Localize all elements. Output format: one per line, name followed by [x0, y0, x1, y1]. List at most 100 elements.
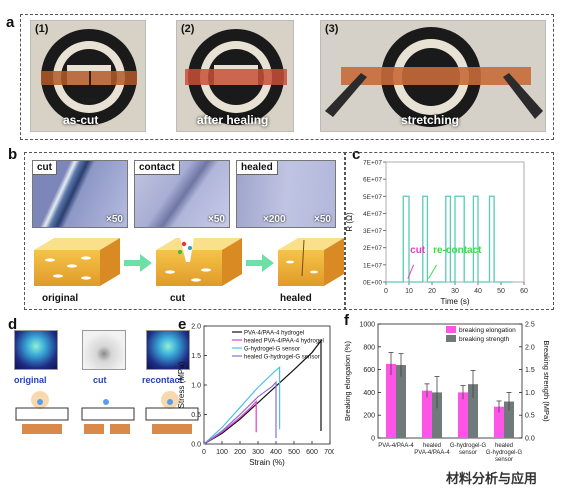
y2-tick-label: 0.5 — [525, 413, 535, 420]
circuit-cut — [81, 399, 135, 434]
arrow-icon — [246, 254, 274, 272]
circuit-original — [15, 391, 69, 434]
y-axis-label: Stress (MPa) — [177, 361, 186, 408]
x-tick-label: 30 — [451, 288, 459, 295]
arrow-icon — [124, 254, 152, 272]
y-tick-label: 0.0 — [191, 442, 201, 449]
x-tick-label: 50 — [497, 288, 505, 295]
bar — [396, 365, 406, 438]
photo-caption-3: stretching — [401, 113, 460, 127]
y-axis-label: Breaking elongation (%) — [343, 340, 352, 421]
panel-letter-a: a — [6, 14, 15, 31]
circuit-recontact — [145, 391, 199, 434]
photo-tag-2: (2) — [181, 23, 195, 35]
magnification-label: ×50 — [106, 214, 123, 225]
panel-letter-f: f — [344, 312, 349, 329]
y2-tick-label: 0.0 — [525, 436, 535, 443]
y2-tick-label: 2.5 — [525, 322, 535, 329]
legend-label: breaking elongation — [459, 327, 516, 334]
legend-swatch — [446, 326, 456, 333]
panel-b-frame — [24, 152, 346, 310]
bar — [422, 390, 432, 438]
led-caption-cut: cut — [93, 375, 107, 385]
y-tick-label: 0.5 — [191, 412, 201, 419]
watermark: 材料分析与应用 — [446, 472, 538, 487]
micrograph-contact: contact ×50 — [134, 160, 230, 228]
bar — [458, 392, 468, 438]
block-healed — [278, 238, 344, 286]
y-tick-label: 800 — [363, 344, 375, 351]
circuit-diagrams — [15, 391, 199, 434]
y-tick-label: 200 — [363, 413, 375, 420]
schematic-label-cut: cut — [170, 293, 185, 304]
panel-c-frame — [344, 152, 554, 310]
y-tick-label: 4E+07 — [363, 211, 382, 218]
panel-letter-c: c — [352, 146, 361, 163]
category-label: PVA-4/PAA-4 — [378, 443, 414, 449]
y-tick-label: 1E+07 — [363, 262, 382, 269]
x-tick-label: 10 — [405, 288, 413, 295]
chart-resistance: 0E+00 1E+07 2E+07 3E+07 4E+07 5E+07 6E+07 7E+07… — [345, 160, 528, 307]
magnification-label: ×50 — [314, 214, 331, 225]
y2-tick-label: 2.0 — [525, 344, 535, 351]
annotation-arrow — [428, 264, 438, 279]
chart-breaking: 0 200 400 600 800 1000 0.0 0.5 1.0 1.5 2.0 2.5 Break… — [343, 322, 550, 464]
x-tick-label: 400 — [270, 449, 282, 456]
bar — [386, 363, 396, 438]
led-caption-original: original — [14, 375, 47, 385]
micrograph-tag-contact: contact — [135, 161, 180, 175]
stretch-image — [321, 21, 545, 131]
legend-swatch — [446, 335, 456, 342]
legend-label: healed G-hydrogel-G sensor — [244, 354, 320, 360]
plot-frame — [377, 323, 523, 439]
y-tick-label: 1000 — [359, 322, 375, 329]
resistance-line — [386, 195, 513, 283]
category-label: G-hydrogel-G — [450, 443, 487, 449]
photo-caption-1: as-cut — [63, 113, 99, 127]
micrograph-healed: healed ×200 ×50 — [236, 160, 336, 228]
emblem-image: 1949 — [31, 21, 145, 131]
x-tick-label: 300 — [252, 449, 264, 456]
micrograph-tag-cut: cut — [33, 161, 57, 175]
y-tick-label: 6E+07 — [363, 177, 382, 184]
y-tick-label: 600 — [363, 367, 375, 374]
category-label: healed — [495, 443, 513, 449]
bar — [432, 392, 442, 438]
legend-label: breaking strength — [459, 336, 510, 343]
bar — [494, 406, 504, 438]
y-tick-label: 7E+07 — [363, 160, 382, 167]
y-tick-label: 400 — [363, 390, 375, 397]
panel-a-frame — [20, 14, 554, 140]
y-tick-label: 0E+00 — [363, 280, 382, 287]
y-tick-label: 2E+07 — [363, 245, 382, 252]
x-tick-label: 40 — [474, 288, 482, 295]
series-line — [203, 380, 277, 445]
emblem-image-2 — [177, 21, 293, 131]
schematic-blocks — [34, 238, 344, 286]
legend-label: healed PVA-4/PAA-4 hydrogel — [244, 338, 324, 344]
photo-as-cut: 1949 (1) as-cut — [30, 20, 146, 132]
category-label: healed — [423, 443, 441, 449]
category-label: sensor — [495, 457, 513, 463]
led-photo-cut — [82, 330, 126, 370]
y2-axis-label: Breaking strength (MPa) — [542, 340, 550, 422]
schematic-label-original: original — [42, 293, 79, 304]
x-axis-label: Strain (%) — [249, 458, 285, 467]
x-tick-label: 60 — [520, 288, 528, 295]
emblem-year: 1949 — [81, 98, 97, 105]
led-photo-recontact — [146, 330, 190, 370]
magnification-label: ×50 — [208, 214, 225, 225]
series-line — [203, 366, 281, 445]
y-tick-label: 1.5 — [191, 353, 201, 360]
panel-letter-d: d — [8, 316, 18, 333]
y-tick-label: 1.0 — [191, 383, 201, 390]
magnification-label: ×200 — [263, 214, 286, 225]
y-tick-label: 3E+07 — [363, 228, 382, 235]
chart-stress-strain: 0.0 0.5 1.0 1.5 2.0 0 100 200 300 400 500 600 700 Str… — [177, 324, 334, 468]
led-photo-original — [14, 330, 58, 370]
block-original — [34, 238, 120, 286]
x-tick-label: 100 — [216, 449, 228, 456]
bar — [468, 384, 478, 438]
annotation-label: cut — [410, 245, 426, 256]
annotation-arrow — [407, 264, 415, 279]
